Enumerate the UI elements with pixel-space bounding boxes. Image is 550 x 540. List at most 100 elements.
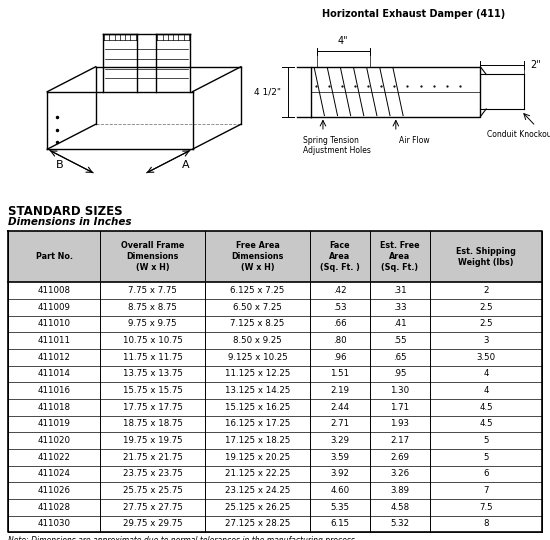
Text: 1.93: 1.93: [390, 420, 410, 428]
Text: 13.75 x 13.75: 13.75 x 13.75: [123, 369, 183, 379]
Text: 4: 4: [483, 386, 489, 395]
Text: 2.19: 2.19: [331, 386, 349, 395]
Text: A: A: [182, 160, 189, 170]
Text: 6.15: 6.15: [331, 519, 350, 528]
Text: 23.125 x 24.25: 23.125 x 24.25: [225, 486, 290, 495]
Text: 15.125 x 16.25: 15.125 x 16.25: [225, 403, 290, 411]
Bar: [8, 366, 542, 382]
Text: 3.26: 3.26: [390, 469, 410, 478]
Text: Conduit Knockout: Conduit Knockout: [487, 130, 550, 139]
Text: .42: .42: [333, 286, 347, 295]
Text: B: B: [56, 160, 63, 170]
Text: 13.125 x 14.25: 13.125 x 14.25: [225, 386, 290, 395]
Text: .33: .33: [393, 303, 407, 312]
Text: 27.75 x 27.75: 27.75 x 27.75: [123, 503, 183, 512]
Text: 4.5: 4.5: [479, 420, 493, 428]
Text: 7: 7: [483, 486, 489, 495]
Text: 2.71: 2.71: [331, 420, 350, 428]
Text: 411011: 411011: [37, 336, 70, 345]
Text: 7.5: 7.5: [479, 503, 493, 512]
Text: .41: .41: [393, 320, 407, 328]
Bar: [8, 416, 542, 432]
Text: .53: .53: [333, 303, 347, 312]
Text: 5.32: 5.32: [390, 519, 410, 528]
Text: 21.125 x 22.25: 21.125 x 22.25: [225, 469, 290, 478]
Text: 4 1/2": 4 1/2": [254, 87, 281, 96]
Text: 8: 8: [483, 519, 489, 528]
Text: .31: .31: [393, 286, 407, 295]
Bar: [8, 299, 542, 316]
Text: Horizontal Exhaust Damper (411): Horizontal Exhaust Damper (411): [322, 9, 505, 19]
Text: 19.125 x 20.25: 19.125 x 20.25: [225, 453, 290, 462]
Text: 411024: 411024: [37, 469, 70, 478]
Bar: [8, 232, 542, 282]
Text: .55: .55: [393, 336, 407, 345]
Text: 4: 4: [483, 369, 489, 379]
Text: .95: .95: [393, 369, 407, 379]
Text: 10.75 x 10.75: 10.75 x 10.75: [123, 336, 183, 345]
Text: 23.75 x 23.75: 23.75 x 23.75: [123, 469, 183, 478]
Text: Part No.: Part No.: [36, 252, 73, 261]
Text: Overall Frame
Dimensions
(W x H): Overall Frame Dimensions (W x H): [121, 241, 184, 273]
Text: 6.125 x 7.25: 6.125 x 7.25: [230, 286, 285, 295]
Bar: [8, 399, 542, 416]
Text: 2: 2: [483, 286, 489, 295]
Text: 411016: 411016: [37, 386, 70, 395]
Text: 21.75 x 21.75: 21.75 x 21.75: [123, 453, 183, 462]
Text: 25.75 x 25.75: 25.75 x 25.75: [123, 486, 183, 495]
Text: .80: .80: [333, 336, 347, 345]
Text: 15.75 x 15.75: 15.75 x 15.75: [123, 386, 183, 395]
Text: 6: 6: [483, 469, 489, 478]
Text: 1.30: 1.30: [390, 386, 410, 395]
Text: Spring Tension
Adjustment Holes: Spring Tension Adjustment Holes: [302, 136, 371, 155]
Text: 27.125 x 28.25: 27.125 x 28.25: [225, 519, 290, 528]
Text: Free Area
Dimensions
(W x H): Free Area Dimensions (W x H): [232, 241, 284, 273]
Text: .65: .65: [393, 353, 407, 362]
Text: 1.71: 1.71: [390, 403, 410, 411]
Text: .66: .66: [333, 320, 347, 328]
Bar: [8, 332, 542, 349]
Text: 3.89: 3.89: [390, 486, 410, 495]
Text: 411030: 411030: [37, 519, 70, 528]
Text: 5.35: 5.35: [331, 503, 350, 512]
Text: 25.125 x 26.25: 25.125 x 26.25: [225, 503, 290, 512]
Text: 8.50 x 9.25: 8.50 x 9.25: [233, 336, 282, 345]
Text: 17.125 x 18.25: 17.125 x 18.25: [225, 436, 290, 445]
Text: 411014: 411014: [37, 369, 70, 379]
Text: 3.29: 3.29: [331, 436, 349, 445]
Text: 29.75 x 29.75: 29.75 x 29.75: [123, 519, 182, 528]
Text: 11.75 x 11.75: 11.75 x 11.75: [123, 353, 183, 362]
Text: 411020: 411020: [37, 436, 70, 445]
Bar: [8, 449, 542, 465]
Bar: [8, 499, 542, 516]
Text: 5: 5: [483, 436, 489, 445]
Text: 3.59: 3.59: [331, 453, 349, 462]
Text: 4": 4": [338, 36, 349, 46]
Text: Note: Dimensions are approximate due to normal tolerances in the manufacturing p: Note: Dimensions are approximate due to …: [8, 536, 358, 540]
Text: Face
Area
(Sq. Ft. ): Face Area (Sq. Ft. ): [320, 241, 360, 273]
Bar: [8, 482, 542, 499]
Text: 3: 3: [483, 336, 489, 345]
Text: 4.60: 4.60: [331, 486, 350, 495]
Text: 9.75 x 9.75: 9.75 x 9.75: [128, 320, 177, 328]
Bar: [8, 382, 542, 399]
Text: 2.69: 2.69: [390, 453, 410, 462]
Bar: [8, 282, 542, 299]
Text: 9.125 x 10.25: 9.125 x 10.25: [228, 353, 287, 362]
Text: 411012: 411012: [37, 353, 70, 362]
Bar: [8, 465, 542, 482]
Text: 411026: 411026: [37, 486, 70, 495]
Text: 411009: 411009: [37, 303, 70, 312]
Text: 2.5: 2.5: [479, 303, 493, 312]
Text: 3.50: 3.50: [476, 353, 496, 362]
Bar: [8, 316, 542, 332]
Bar: [8, 432, 542, 449]
Text: 1.51: 1.51: [331, 369, 350, 379]
Bar: [8, 349, 542, 366]
Text: Est. Shipping
Weight (lbs): Est. Shipping Weight (lbs): [456, 247, 516, 267]
Text: Air Flow: Air Flow: [399, 136, 430, 145]
Text: 4.58: 4.58: [390, 503, 410, 512]
Text: 4.5: 4.5: [479, 403, 493, 411]
Text: 16.125 x 17.25: 16.125 x 17.25: [225, 420, 290, 428]
Text: 7.75 x 7.75: 7.75 x 7.75: [128, 286, 177, 295]
